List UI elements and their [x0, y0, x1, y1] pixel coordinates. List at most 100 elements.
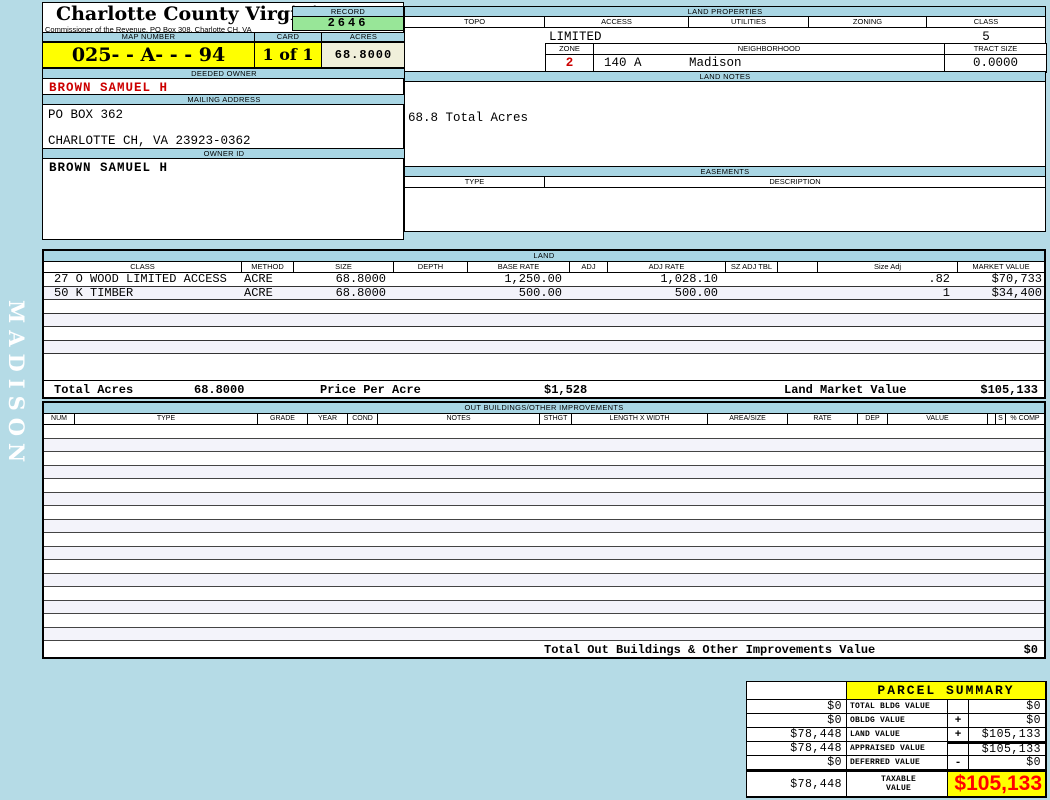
land-properties-header: LAND PROPERTIES — [404, 6, 1046, 17]
appraised-label: APPRAISED VALUE — [847, 742, 948, 756]
sz-adj-tbl-col: SZ ADJ TBL — [726, 262, 778, 273]
op-cell: + — [948, 728, 969, 742]
map-card-acres-values: 025- - A- - - 94 1 of 1 68.8000 — [42, 42, 406, 68]
land-properties-columns: TOPO ACCESS UTILITIES ZONING CLASS — [405, 17, 1045, 28]
land-depth — [394, 287, 468, 300]
easements-columns: TYPE DESCRIPTION — [405, 177, 1045, 188]
land-notes-header: LAND NOTES — [404, 71, 1046, 82]
land-market-value: $70,733 — [991, 272, 1042, 286]
card-label: CARD — [255, 32, 322, 42]
total-acres-value: 68.8000 — [194, 383, 245, 397]
s-col: S — [996, 414, 1006, 425]
adj-rate-col: ADJ RATE — [608, 262, 726, 273]
land-base-rate: 1,250.00 — [504, 272, 562, 286]
land-value-label: LAND VALUE — [847, 728, 948, 742]
total-bldg-value: $0 — [969, 700, 1046, 714]
access-value: LIMITED — [549, 30, 602, 44]
out-buildings-header: OUT BUILDINGS/OTHER IMPROVEMENTS — [44, 403, 1044, 414]
zone-table-values: 2 140 A Madison 0.0000 — [546, 55, 1046, 72]
owner-panel: Charlotte County Virginia Commissioner o… — [42, 2, 406, 240]
land-size-adj: .82 — [928, 272, 950, 286]
dep-col: DEP — [858, 414, 888, 425]
total-bldg-label: TOTAL BLDG VALUE — [847, 700, 948, 714]
class-column-header: CLASS — [927, 17, 1045, 28]
land-column-headers: CLASS METHOD SIZE DEPTH BASE RATE ADJ AD… — [44, 262, 1044, 273]
county-subtitle: Commissioner of the Revenue, PO Box 308,… — [45, 25, 252, 34]
zone-value: 2 — [546, 55, 594, 72]
empty-row — [44, 438, 1044, 452]
land-blank — [778, 287, 818, 300]
depth-col: DEPTH — [394, 262, 468, 273]
value-col: VALUE — [888, 414, 988, 425]
land-size-adj: 1 — [942, 285, 950, 300]
market-value-col: MARKET VALUE — [958, 262, 1044, 273]
empty-row — [44, 465, 1044, 479]
neighborhood-code: 140 A — [604, 56, 642, 70]
empty-row — [44, 425, 1044, 439]
out-buildings-total-value: $0 — [1023, 643, 1038, 657]
empty-row — [44, 479, 1044, 493]
neighborhood-value: Madison — [689, 56, 742, 70]
record-label: RECORD — [292, 6, 404, 17]
rate-col: RATE — [788, 414, 858, 425]
neighborhood-label: NEIGHBORHOOD — [594, 44, 945, 54]
neighborhood-cell: 140 A Madison — [594, 55, 945, 72]
total-acres-label: Total Acres — [54, 383, 134, 397]
taxable-value: $105,133 — [948, 770, 1046, 797]
prior-total-bldg: $0 — [747, 700, 847, 714]
zoning-column-header: ZONING — [809, 17, 927, 28]
empty-row — [44, 600, 1044, 614]
land-section-header: LAND — [44, 251, 1044, 262]
tract-size-label: TRACT SIZE — [973, 44, 1018, 53]
area-size-col: AREA/SIZE — [708, 414, 788, 425]
out-buildings-section: OUT BUILDINGS/OTHER IMPROVEMENTS NUM TYP… — [42, 401, 1046, 659]
empty-row — [44, 313, 1044, 327]
record-box: RECORD 2646 — [292, 6, 404, 31]
empty-row — [44, 340, 1044, 354]
land-base-rate: 500.00 — [518, 285, 562, 300]
adj-col: ADJ — [570, 262, 608, 273]
taxable-label: TAXABLE VALUE — [847, 770, 948, 797]
map-number-value: 025- - A- - - 94 — [42, 42, 255, 68]
topo-column-header: TOPO — [405, 17, 545, 28]
out-buildings-total-row: Total Out Buildings & Other Improvements… — [44, 641, 1044, 657]
notes-col: NOTES — [378, 414, 540, 425]
empty-row — [44, 506, 1044, 520]
base-rate-col: BASE RATE — [468, 262, 570, 273]
access-column-header: ACCESS — [545, 17, 689, 28]
empty-row — [44, 614, 1044, 628]
land-properties-panel: LAND PROPERTIES TOPO ACCESS UTILITIES ZO… — [404, 6, 1047, 232]
empty-row — [44, 573, 1044, 587]
op-cell: + — [948, 714, 969, 728]
land-row: 27 O WOOD LIMITED ACCESS ACRE 68.8000 1,… — [44, 273, 1044, 287]
prior-land: $78,448 — [747, 728, 847, 742]
deeded-owner-label: DEEDED OWNER — [42, 68, 406, 79]
county-title: Charlotte County Virginia — [56, 3, 331, 25]
op-cell: - — [948, 756, 969, 770]
owner-id-value: BROWN SAMUEL H — [49, 161, 169, 175]
acres-value: 68.8000 — [322, 42, 406, 68]
blank-col — [988, 414, 996, 425]
appraised-value: $105,133 — [969, 742, 1046, 756]
empty-row — [44, 546, 1044, 560]
out-buildings-columns: NUM TYPE GRADE YEAR COND NOTES STHGT LEN… — [44, 414, 1044, 425]
price-per-acre-label: Price Per Acre — [320, 383, 421, 397]
land-adj — [570, 287, 608, 300]
prior-obldg: $0 — [747, 714, 847, 728]
land-totals-row: Total Acres 68.8000 Price Per Acre $1,52… — [44, 380, 1044, 397]
address-line-1: PO BOX 362 — [48, 108, 124, 122]
empty-row — [44, 627, 1044, 641]
land-size: 68.8000 — [335, 272, 386, 286]
land-adj — [570, 273, 608, 286]
district-watermark: MADISON — [4, 300, 29, 470]
zone-table-header: ZONE NEIGHBORHOOD TRACT SIZE — [546, 44, 1046, 55]
parcel-summary: PARCEL SUMMARY $0 TOTAL BLDG VALUE $0 $0… — [746, 681, 1047, 798]
easement-description-label: DESCRIPTION — [545, 177, 1045, 188]
address-line-2: CHARLOTTE CH, VA 23923-0362 — [48, 134, 251, 148]
num-col: NUM — [44, 414, 75, 425]
land-size: 68.8000 — [335, 285, 386, 300]
prior-deferred: $0 — [747, 756, 847, 770]
pct-comp-col: % COMP — [1006, 414, 1044, 425]
deeded-owner-value: BROWN SAMUEL H — [49, 81, 169, 95]
empty-row — [44, 492, 1044, 506]
